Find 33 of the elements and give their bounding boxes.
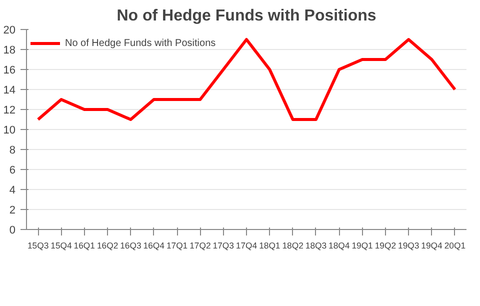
x-tick-label: 19Q2 [374, 240, 396, 250]
y-tick-label: 12 [3, 104, 16, 116]
x-tick-label: 18Q2 [282, 240, 304, 250]
x-tick-label: 16Q2 [96, 240, 118, 250]
x-tick-label: 19Q1 [352, 240, 374, 250]
x-tick-label: 16Q4 [143, 240, 165, 250]
x-tick-label: 19Q4 [421, 240, 443, 250]
y-tick-label: 8 [9, 144, 16, 156]
y-tick-label: 14 [3, 84, 16, 96]
y-tick-label: 6 [9, 164, 16, 176]
y-tick-label: 18 [3, 44, 16, 56]
x-tick-label: 16Q3 [120, 240, 142, 250]
x-tick-label: 18Q4 [328, 240, 350, 250]
line-series [36, 38, 456, 121]
x-tick-label: 15Q3 [27, 240, 49, 250]
x-tick-label: 16Q1 [74, 240, 96, 250]
x-tick-label: 19Q3 [398, 240, 420, 250]
y-tick-label: 2 [9, 204, 16, 216]
x-tick-label: 17Q2 [190, 240, 211, 250]
y-tick-label: 0 [9, 224, 16, 236]
chart-title: No of Hedge Funds with Positions [116, 8, 376, 24]
x-tick-label: 17Q1 [166, 240, 188, 250]
x-tick-label: 20Q1 [444, 240, 466, 250]
x-tick-label: 17Q4 [236, 240, 258, 250]
x-tick-label: 17Q3 [212, 240, 234, 250]
x-tick-label: 15Q4 [50, 240, 72, 250]
y-tick-label: 10 [3, 124, 16, 136]
y-tick-label: 20 [3, 24, 16, 36]
x-tick-label: 18Q3 [305, 240, 327, 250]
x-tick-label: 18Q1 [259, 240, 280, 250]
y-tick-label: 16 [3, 64, 16, 76]
y-tick-label: 4 [9, 184, 16, 196]
legend-label: No of Hedge Funds with Positions [65, 38, 216, 48]
